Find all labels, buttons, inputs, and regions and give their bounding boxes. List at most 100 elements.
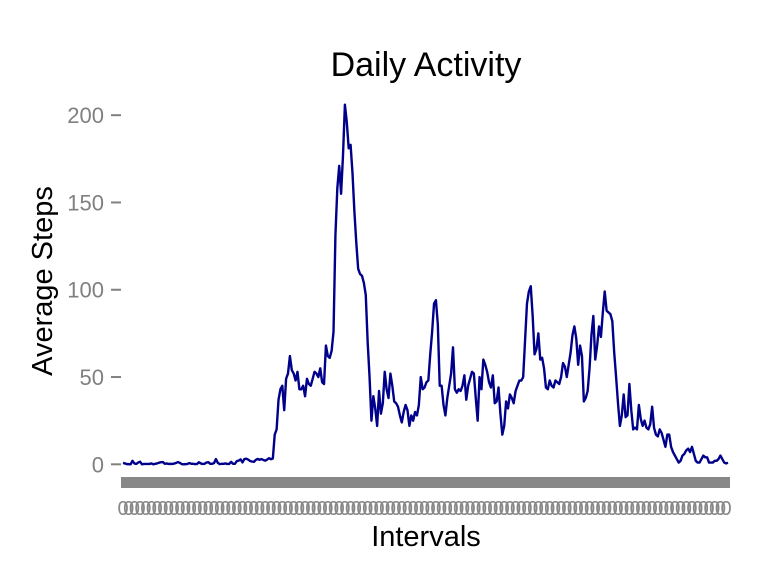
x-tick-label: 0 <box>595 498 606 520</box>
x-tick-label: 0 <box>499 498 510 520</box>
y-axis-title: Average Steps <box>27 186 59 376</box>
x-tick-label: 0 <box>607 498 618 520</box>
x-tick-label: 0 <box>231 498 242 520</box>
x-tick-label: 0 <box>516 498 527 520</box>
x-tick-label: 0 <box>470 498 481 520</box>
x-tick-label: 0 <box>282 498 293 520</box>
x-tick-label: 0 <box>538 498 549 520</box>
x-tick-label: 0 <box>322 498 333 520</box>
x-tick-label: 0 <box>243 498 254 520</box>
x-tick-label: 0 <box>544 498 555 520</box>
x-tick-label: 0 <box>550 498 561 520</box>
x-tick-label: 0 <box>317 498 328 520</box>
x-tick-label: 0 <box>334 498 345 520</box>
x-tick-label: 0 <box>709 498 720 520</box>
x-tick-label: 0 <box>652 498 663 520</box>
x-tick-label: 0 <box>152 498 163 520</box>
x-tick-label: 0 <box>123 498 134 520</box>
x-tick-label: 0 <box>527 498 538 520</box>
x-tick-label: 0 <box>226 498 237 520</box>
x-tick-label: 0 <box>129 498 140 520</box>
x-tick-label: 0 <box>214 498 225 520</box>
y-tick-label: 100 <box>67 278 104 303</box>
x-tick-label: 0 <box>140 498 151 520</box>
x-tick-label: 0 <box>379 498 390 520</box>
series-line <box>122 103 729 466</box>
x-tick-label: 0 <box>288 498 299 520</box>
x-tick-label: 0 <box>305 498 316 520</box>
x-tick-label: 0 <box>715 498 726 520</box>
x-tick-label: 0 <box>658 498 669 520</box>
x-tick-label: 0 <box>686 498 697 520</box>
x-tick-label: 0 <box>430 498 441 520</box>
x-tick-label: 0 <box>413 498 424 520</box>
x-tick-label: 0 <box>135 498 146 520</box>
y-tick-label: 200 <box>67 103 104 128</box>
x-tick-label: 0 <box>300 498 311 520</box>
x-tick-label: 0 <box>163 498 174 520</box>
x-tick-label: 0 <box>447 498 458 520</box>
x-tick-label: 0 <box>436 498 447 520</box>
x-tick-label: 0 <box>328 498 339 520</box>
x-axis-title: Intervals <box>371 521 481 553</box>
x-tick-label: 0 <box>425 498 436 520</box>
x-tick-label: 0 <box>561 498 572 520</box>
x-tick-label: 0 <box>669 498 680 520</box>
x-tick-label: 0 <box>567 498 578 520</box>
x-tick-label: 0 <box>220 498 231 520</box>
x-tick-label: 0 <box>351 498 362 520</box>
x-tick-label: 0 <box>271 498 282 520</box>
x-tick-label: 0 <box>362 498 373 520</box>
y-tick-label: 0 <box>92 452 104 477</box>
x-tick-label: 0 <box>618 498 629 520</box>
x-tick-label: 0 <box>248 498 259 520</box>
plot-panel <box>121 89 730 487</box>
x-tick-label: 0 <box>630 498 641 520</box>
x-tick-label: 0 <box>533 498 544 520</box>
x-tick-label: 0 <box>681 498 692 520</box>
x-tick-label: 0 <box>612 498 623 520</box>
x-tick-label: 0 <box>368 498 379 520</box>
x-tick-label: 0 <box>265 498 276 520</box>
x-tick-label: 0 <box>641 498 652 520</box>
x-tick-label: 0 <box>157 498 168 520</box>
x-tick-label: 0 <box>482 498 493 520</box>
x-tick-label: 0 <box>117 498 128 520</box>
x-tick-label: 0 <box>601 498 612 520</box>
x-tick-label: 0 <box>453 498 464 520</box>
x-tick-label: 0 <box>277 498 288 520</box>
x-tick-label: 0 <box>419 498 430 520</box>
x-tick-label: 0 <box>521 498 532 520</box>
x-tick-label: 0 <box>197 498 208 520</box>
x-tick-label: 0 <box>573 498 584 520</box>
x-tick-label: 0 <box>208 498 219 520</box>
x-tick-label: 0 <box>664 498 675 520</box>
x-tick-label: 0 <box>624 498 635 520</box>
x-tick-label: 0 <box>391 498 402 520</box>
x-tick-label: 0 <box>203 498 214 520</box>
x-tick-label: 0 <box>504 498 515 520</box>
x-tick-label: 0 <box>584 498 595 520</box>
x-tick-label: 0 <box>237 498 248 520</box>
x-tick-label: 0 <box>692 498 703 520</box>
x-tick-label: 0 <box>487 498 498 520</box>
x-tick-label: 0 <box>311 498 322 520</box>
chart-title: Daily Activity <box>331 46 522 84</box>
x-tick-label: 0 <box>408 498 419 520</box>
x-tick-label: 0 <box>186 498 197 520</box>
x-tick-label: 0 <box>442 498 453 520</box>
x-tick-label: 0 <box>169 498 180 520</box>
x-tick-label: 0 <box>675 498 686 520</box>
x-tick-label: 0 <box>339 498 350 520</box>
x-tick-label: 0 <box>402 498 413 520</box>
x-tick-band <box>121 477 730 488</box>
x-tick-label: 0 <box>174 498 185 520</box>
x-tick-label: 0 <box>356 498 367 520</box>
y-axis: 0 50 100 150 200 <box>67 103 121 477</box>
x-tick-label: 0 <box>146 498 157 520</box>
x-axis: 0000000000000000000000000000000000000000… <box>117 477 732 520</box>
x-tick-label: 0 <box>698 498 709 520</box>
x-tick-label: 0 <box>721 498 732 520</box>
x-tick-label: 0 <box>635 498 646 520</box>
